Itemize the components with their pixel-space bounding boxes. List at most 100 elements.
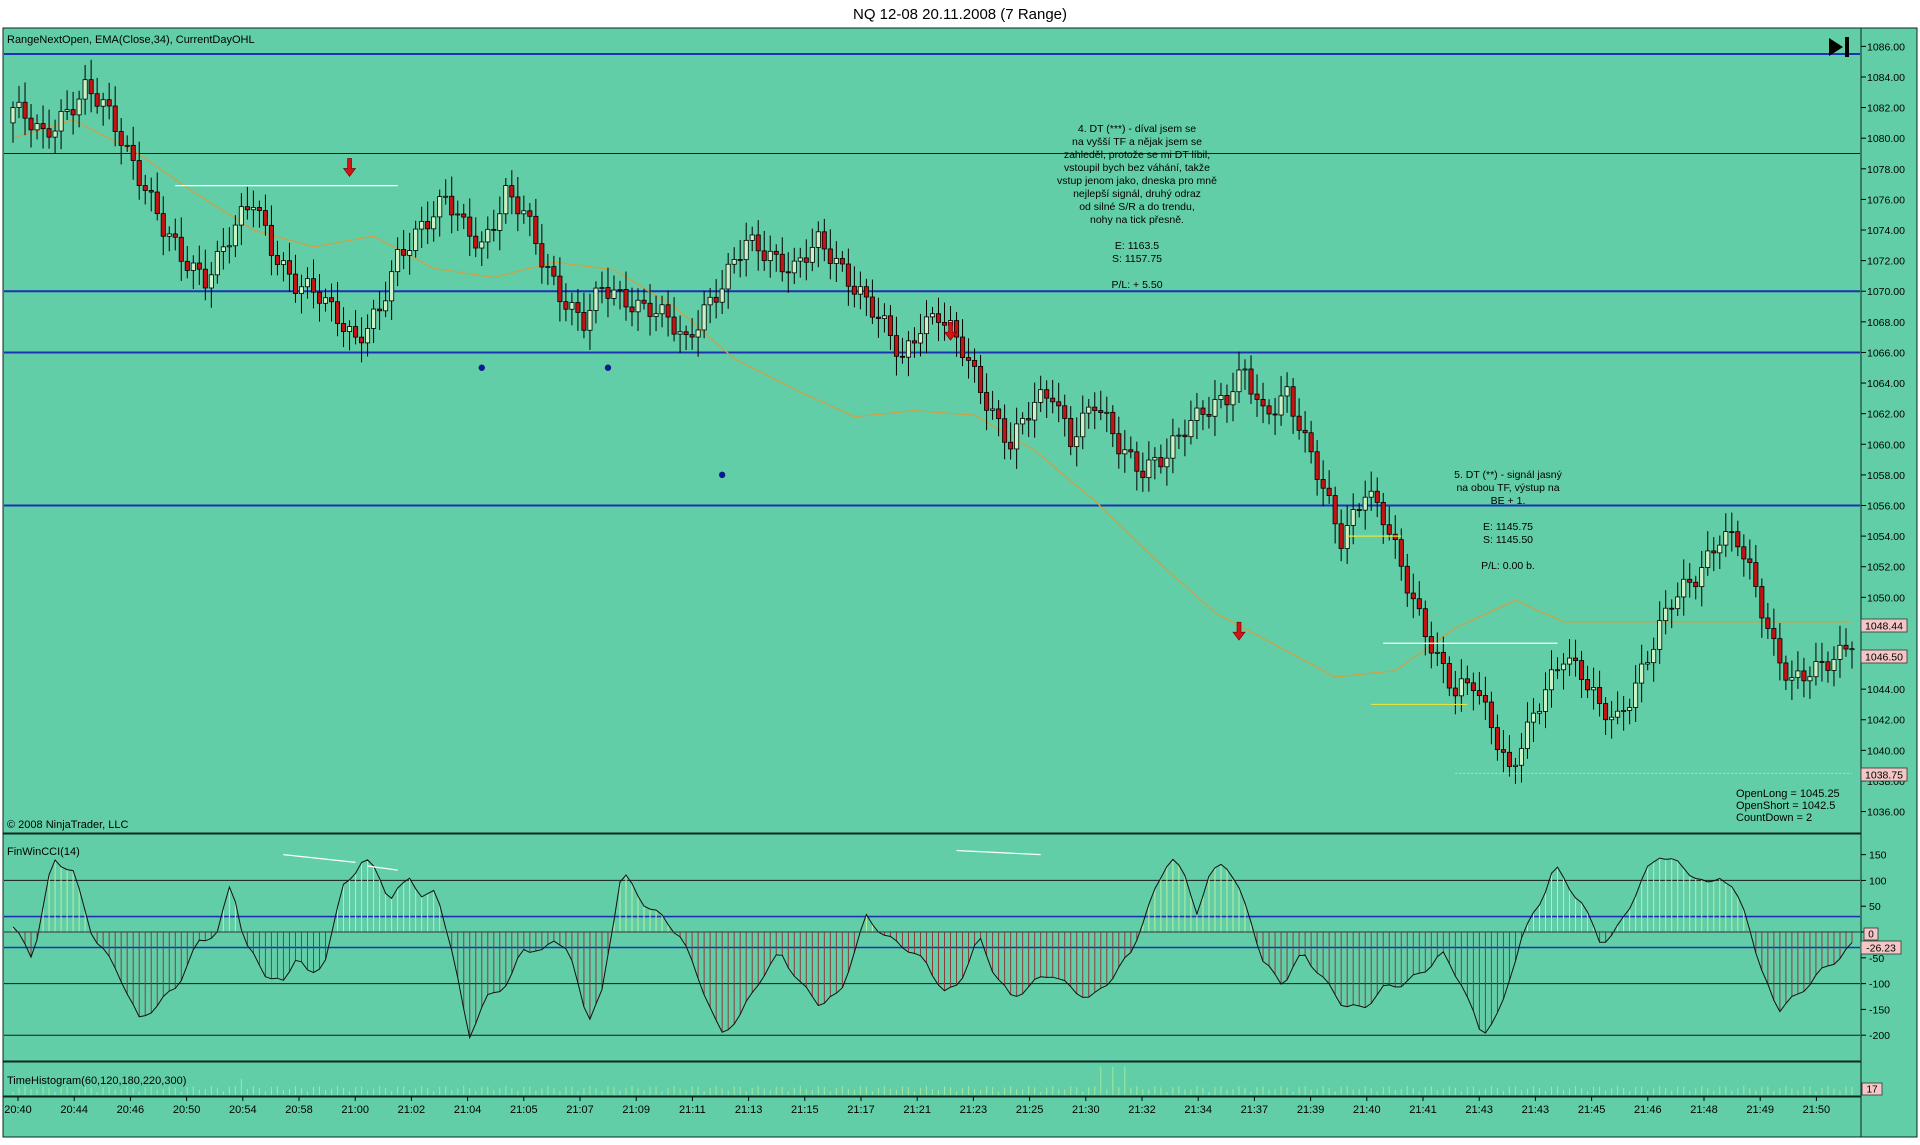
cci-tick-label: -200 — [1869, 1030, 1890, 1042]
candle-up — [1218, 395, 1224, 400]
chart-title: NQ 12-08 20.11.2008 (7 Range) — [853, 6, 1067, 23]
candle-down — [262, 210, 268, 226]
candle-up — [990, 408, 996, 411]
candle-down — [1386, 524, 1392, 535]
candle-down — [942, 322, 948, 326]
candle-down — [803, 257, 809, 263]
candle-up — [1122, 449, 1128, 455]
candle-up — [1681, 578, 1687, 598]
candle-up — [395, 249, 401, 273]
candle-down — [1398, 539, 1404, 567]
x-tick-label: 21:46 — [1634, 1104, 1662, 1116]
candle-up — [1278, 395, 1284, 416]
candle-down — [629, 306, 635, 313]
candle-down — [785, 271, 791, 274]
y-tick-label: 1072.00 — [1867, 256, 1905, 268]
price-marker-1038: 1038.75 — [1860, 767, 1908, 782]
candle-up — [587, 310, 593, 331]
candle-up — [1194, 407, 1200, 421]
candle-down — [966, 357, 972, 361]
candle-up — [1230, 391, 1236, 406]
candle-down — [533, 215, 539, 245]
candle-up — [929, 313, 936, 318]
candle-down — [1585, 679, 1591, 691]
price-marker-label: 1048.44 — [1865, 621, 1903, 633]
candle-down — [1290, 386, 1296, 417]
candle-down — [1338, 523, 1344, 549]
candle-down — [1182, 434, 1188, 438]
candle-up — [1164, 457, 1170, 468]
candle-up — [1152, 457, 1158, 461]
y-tick-label: 1080.00 — [1867, 133, 1905, 145]
candle-up — [1536, 711, 1542, 714]
y-tick-label: 1086.00 — [1867, 41, 1905, 53]
annotation-5-line: na obou TF, výstup na — [1456, 482, 1559, 494]
x-tick-label: 21:50 — [1803, 1104, 1831, 1116]
candle-up — [383, 300, 389, 312]
x-tick-label: 21:15 — [791, 1104, 819, 1116]
candle-down — [1759, 586, 1765, 619]
skip-to-end-icon[interactable] — [1826, 34, 1854, 60]
y-tick-label: 1044.00 — [1867, 684, 1905, 696]
candle-down — [22, 101, 28, 119]
candle-down — [893, 335, 899, 357]
candle-down — [112, 105, 118, 132]
candle-down — [539, 243, 545, 268]
x-tick-label: 20:40 — [4, 1104, 32, 1116]
candle-up — [497, 213, 503, 231]
x-tick-label: 21:32 — [1128, 1104, 1156, 1116]
candle-up — [1627, 707, 1633, 711]
candle-up — [1524, 721, 1530, 750]
candle-down — [70, 109, 76, 116]
candle-up — [1591, 687, 1597, 691]
annotation-4-line: vstup jenom jako, dneska pro mně — [1057, 175, 1217, 187]
axes: 1036.001038.001040.001042.001044.001046.… — [4, 41, 1905, 1116]
time-histogram — [12, 1067, 1853, 1095]
candle-down — [851, 285, 857, 295]
price-marker-1046: 1046.50 — [1860, 649, 1908, 664]
candle-down — [28, 117, 34, 131]
x-tick-label: 21:25 — [1016, 1104, 1044, 1116]
candle-down — [845, 263, 851, 287]
cci-value-label: -26.23 — [1866, 943, 1896, 955]
candle-up — [1555, 669, 1561, 672]
candle-down — [1008, 441, 1014, 450]
candle-down — [40, 123, 46, 130]
candle-down — [713, 296, 719, 303]
candle-down — [88, 79, 94, 95]
y-tick-label: 1082.00 — [1867, 103, 1905, 115]
candle-up — [1609, 716, 1615, 721]
candle-down — [887, 315, 893, 337]
candle-up — [238, 206, 244, 226]
candle-down — [515, 196, 521, 215]
signal-dot — [604, 364, 612, 371]
candle-down — [1068, 418, 1074, 448]
cci-label: FinWinCCI(14) — [7, 846, 80, 858]
candle-down — [1771, 628, 1777, 640]
candle-up — [1615, 710, 1621, 718]
y-tick-label: 1050.00 — [1867, 592, 1905, 604]
candle-up — [82, 79, 88, 100]
candle-up — [58, 111, 64, 132]
y-tick-label: 1074.00 — [1867, 225, 1905, 237]
cci-line — [12, 857, 1853, 1040]
candle-down — [1056, 401, 1062, 407]
candle-down — [467, 216, 473, 237]
y-tick-label: 1052.00 — [1867, 562, 1905, 574]
candle-down — [1224, 395, 1230, 406]
candle-down — [972, 359, 978, 367]
candle-down — [1765, 617, 1771, 629]
candle-down — [244, 206, 250, 211]
annotation-4-line: vstoupil bych bez váhání, takže — [1064, 162, 1210, 174]
candle-up — [347, 326, 353, 333]
candle-up — [479, 241, 485, 249]
y-tick-label: 1042.00 — [1867, 715, 1905, 727]
ema-line — [12, 119, 1852, 678]
candle-down — [1783, 662, 1789, 681]
signal-arrow-icon — [342, 158, 357, 177]
status-countdown: CountDown = 2 — [1736, 812, 1812, 824]
y-tick-label: 1058.00 — [1867, 470, 1905, 482]
cci-tick-label: 150 — [1869, 850, 1887, 862]
candle-up — [208, 274, 214, 289]
candle-down — [353, 326, 359, 338]
